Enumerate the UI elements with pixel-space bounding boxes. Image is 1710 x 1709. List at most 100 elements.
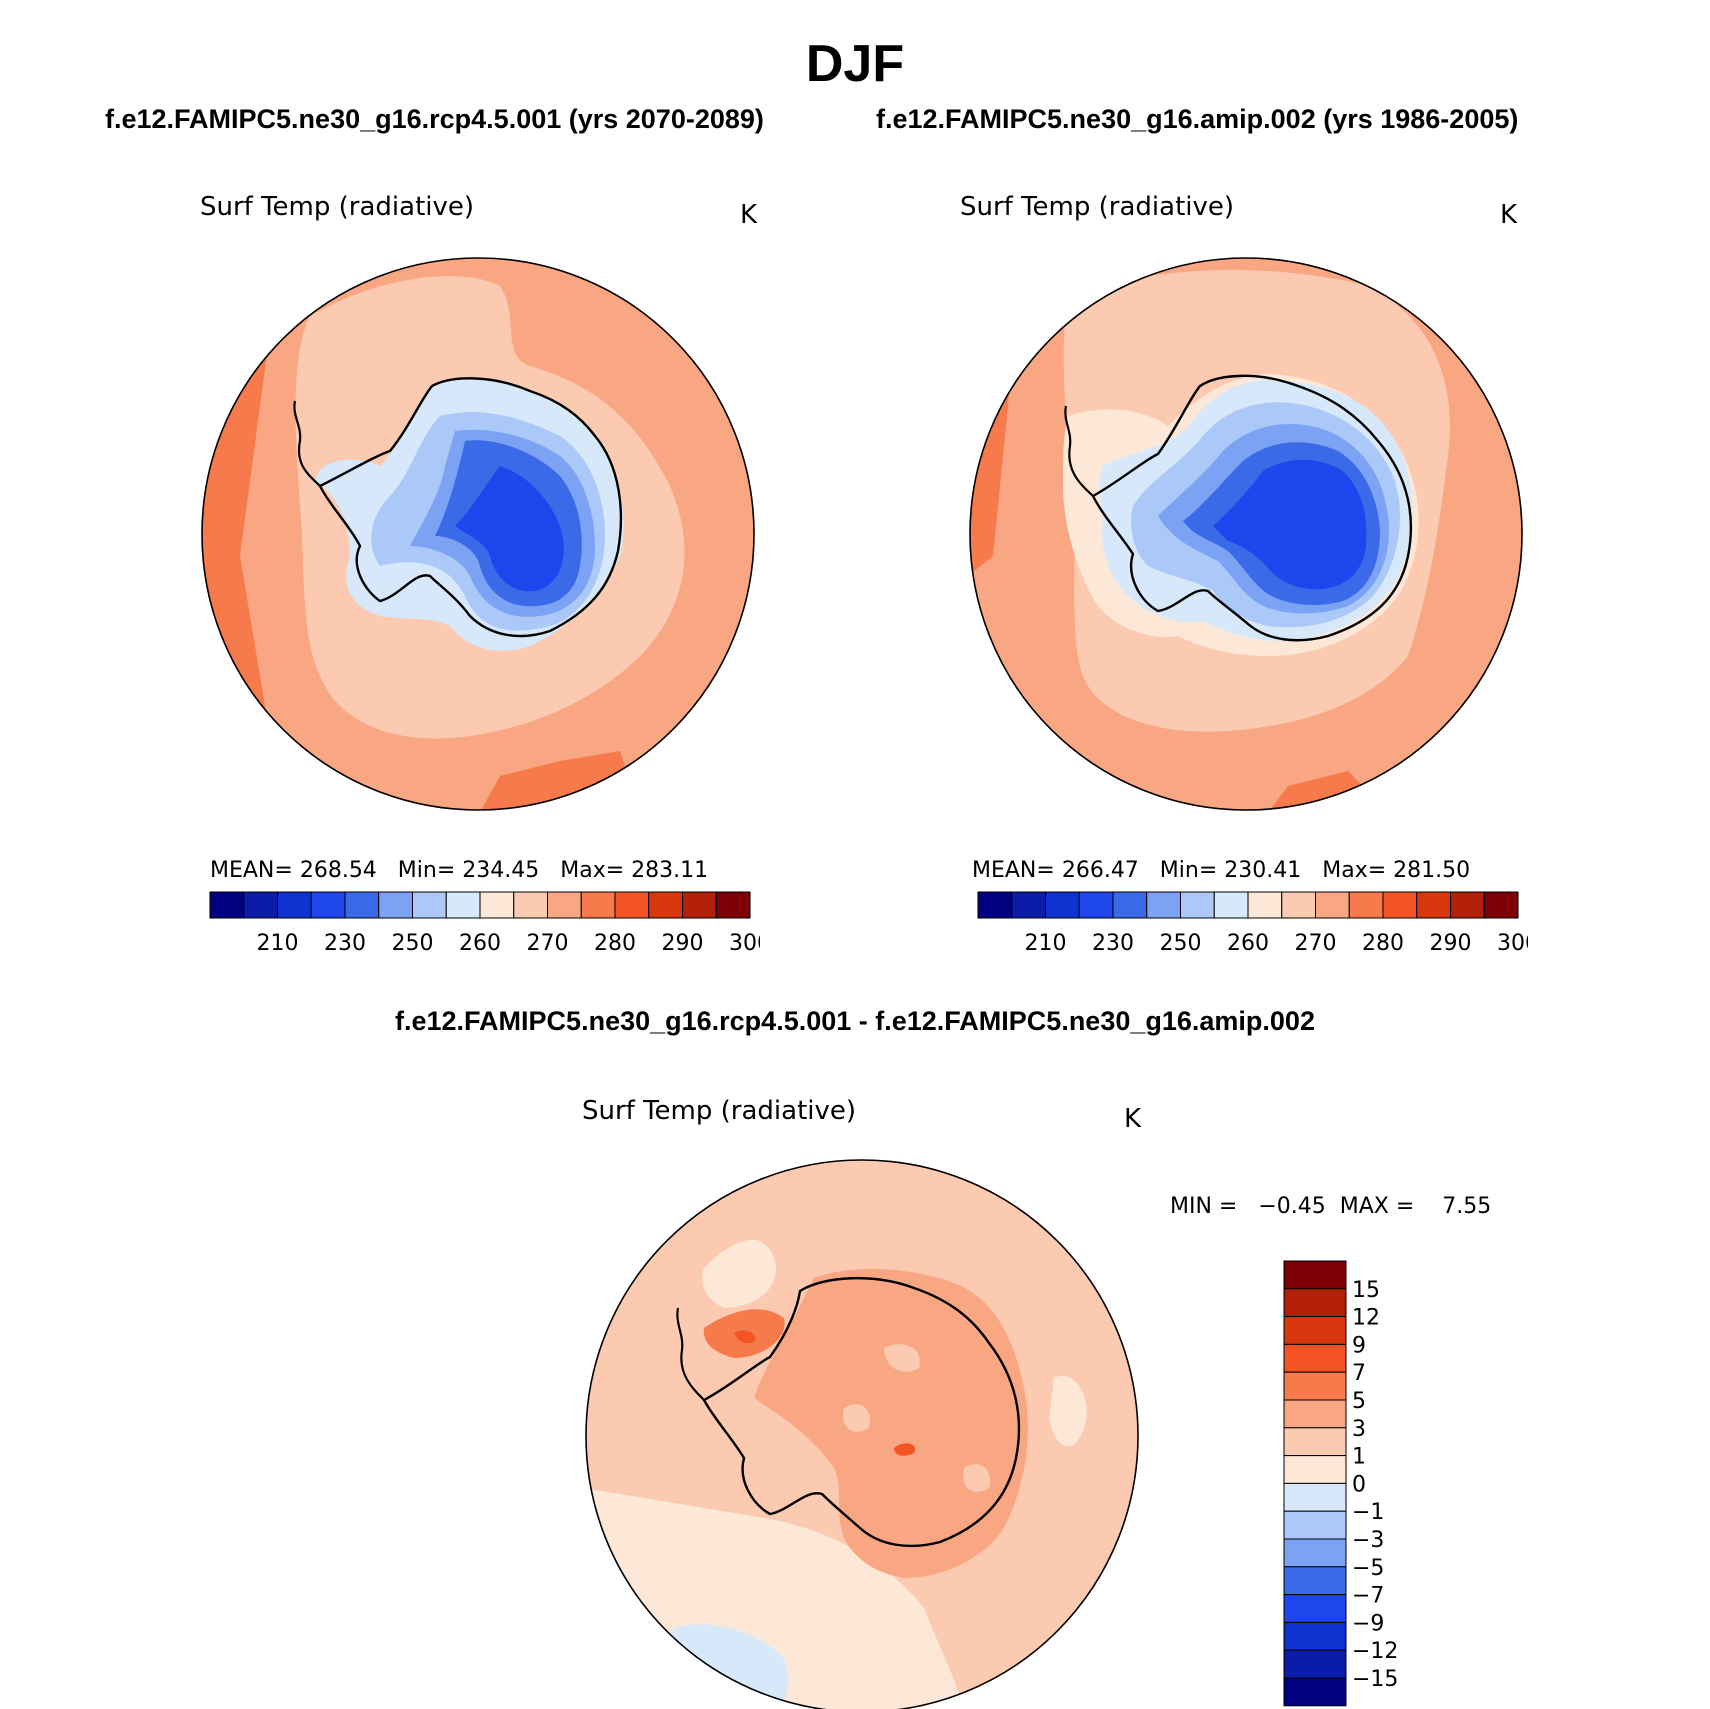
diff-colorbar-tick-label: 3 (1352, 1417, 1366, 1442)
right-colorbar-box (977, 891, 1013, 919)
left-colorbar-tick-label: 230 (324, 931, 366, 956)
right-colorbar-box (1483, 891, 1519, 919)
diff-colorbar-box (1283, 1288, 1347, 1318)
figure-title: DJF (805, 35, 905, 93)
right-colorbar-box (1281, 891, 1316, 919)
right-max-label: Max= (1322, 858, 1387, 883)
right-min-value: 230.41 (1224, 858, 1302, 883)
left-case-title: f.e12.FAMIPC5.ne30_g16.rcp4.5.001 (yrs 2… (105, 104, 764, 134)
left-max-label: Max= (560, 858, 625, 883)
left-colorbar-box (513, 891, 548, 919)
left-colorbar-box (715, 891, 751, 919)
left-colorbar-box (412, 891, 447, 919)
right-stats: MEAN= 266.47 Min= 230.41 Max= 281.50 (972, 858, 1470, 883)
diff-variable-label: Surf Temp (radiative) (582, 1096, 857, 1126)
left-colorbar-box (243, 891, 278, 919)
right-max-value: 281.50 (1393, 858, 1471, 883)
right-colorbar-tick-label: 280 (1362, 931, 1404, 956)
diff-colorbar-tick-label: −12 (1352, 1639, 1398, 1664)
diff-colorbar-tick-label: 9 (1352, 1333, 1366, 1358)
right-variable-label: Surf Temp (radiative) (960, 192, 1235, 222)
right-mean-label: MEAN= (972, 858, 1055, 883)
left-polar-map (201, 257, 755, 811)
left-units-label: K (740, 200, 758, 230)
diff-title: f.e12.FAMIPC5.ne30_g16.rcp4.5.001 - f.e1… (395, 1006, 1315, 1036)
right-min-label: Min= (1159, 858, 1218, 883)
left-colorbar-tick-label: 290 (662, 931, 704, 956)
left-colorbar-tick-label: 250 (392, 931, 434, 956)
diff-colorbar-tick-label: −1 (1352, 1500, 1384, 1525)
left-stats: MEAN= 268.54 Min= 234.45 Max= 283.11 (210, 858, 708, 883)
left-min-label: Min= (397, 858, 456, 883)
left-colorbar-tick-label: 280 (594, 931, 636, 956)
diff-colorbar-tick-label: 0 (1352, 1472, 1366, 1497)
right-colorbar-box (1112, 891, 1148, 919)
left-colorbar-box (310, 891, 346, 919)
diff-colorbar-tick-label: −7 (1352, 1584, 1384, 1609)
right-units-label: K (1500, 200, 1518, 230)
diff-colorbar-tick-label: −3 (1352, 1528, 1384, 1553)
right-colorbar-box (1416, 891, 1451, 919)
right-colorbar-tick-label: 230 (1092, 931, 1134, 956)
right-colorbar-box (1180, 891, 1215, 919)
right-colorbar-box (1011, 891, 1046, 919)
left-max-value: 283.11 (631, 858, 709, 883)
left-colorbar-tick-label: 210 (257, 931, 299, 956)
right-colorbar-box (1247, 891, 1283, 919)
diff-colorbar-tick-label: 12 (1352, 1306, 1380, 1331)
left-colorbar-box (682, 891, 717, 919)
left-colorbar-box (479, 891, 515, 919)
diff-units-label: K (1124, 1104, 1142, 1134)
diff-colorbar-box (1283, 1316, 1347, 1345)
diff-colorbar-box (1283, 1482, 1347, 1512)
diff-colorbar-box (1283, 1649, 1347, 1679)
right-colorbar-box (1450, 891, 1485, 919)
left-colorbar-box (580, 891, 616, 919)
right-colorbar-tick-label: 270 (1295, 931, 1337, 956)
right-colorbar: 210 230 250 260 270 280 290 300 (977, 891, 1528, 956)
right-colorbar-tick-label: 300 (1497, 931, 1528, 956)
left-colorbar: 210 230 250 260 270 280 290 300 (209, 891, 760, 956)
right-case-title: f.e12.FAMIPC5.ne30_g16.amip.002 (yrs 198… (876, 104, 1519, 134)
diff-colorbar-box (1283, 1455, 1347, 1484)
diff-colorbar-box (1283, 1427, 1347, 1457)
diff-colorbar-box (1283, 1399, 1347, 1429)
left-colorbar-box (547, 891, 582, 919)
left-colorbar-box (614, 891, 650, 919)
diff-colorbar-box (1283, 1621, 1347, 1651)
right-colorbar-box (1382, 891, 1418, 919)
right-colorbar-box (1045, 891, 1080, 919)
diff-colorbar-tick-label: 1 (1352, 1445, 1366, 1470)
diff-colorbar-tick-label: −9 (1352, 1611, 1384, 1636)
left-colorbar-tick-label: 270 (527, 931, 569, 956)
right-colorbar-box (1213, 891, 1249, 919)
diff-colorbar-tick-label: 7 (1352, 1361, 1366, 1386)
left-variable-label: Surf Temp (radiative) (200, 192, 475, 222)
diff-colorbar-box (1283, 1510, 1347, 1540)
right-colorbar-tick-label: 290 (1430, 931, 1472, 956)
right-colorbar-box (1315, 891, 1350, 919)
right-colorbar-box (1146, 891, 1181, 919)
left-colorbar-box (445, 891, 481, 919)
right-polar-map (969, 257, 1523, 811)
left-colorbar-box (378, 891, 413, 919)
right-colorbar-box (1078, 891, 1114, 919)
diff-colorbar-box (1283, 1260, 1347, 1290)
diff-minmax: MIN = −0.45 MAX = 7.55 (1170, 1194, 1492, 1219)
right-colorbar-tick-label: 210 (1025, 931, 1067, 956)
left-colorbar-box (209, 891, 245, 919)
diff-colorbar-box (1283, 1538, 1347, 1568)
diff-colorbar-box (1283, 1594, 1347, 1623)
left-colorbar-box (277, 891, 312, 919)
diff-colorbar-box (1283, 1677, 1347, 1707)
right-colorbar-tick-label: 250 (1160, 931, 1202, 956)
left-colorbar-box (344, 891, 380, 919)
diff-colorbar-tick-label: −5 (1352, 1556, 1384, 1581)
left-colorbar-tick-label: 300 (729, 931, 760, 956)
diff-colorbar: 15 129 7 5 3 10 −1 −3 −5 −7−9 −12 −15 (1283, 1260, 1398, 1707)
right-colorbar-tick-label: 260 (1227, 931, 1269, 956)
left-mean-value: 268.54 (299, 858, 377, 883)
diff-colorbar-box (1283, 1343, 1347, 1373)
right-mean-value: 266.47 (1061, 858, 1139, 883)
left-min-value: 234.45 (462, 858, 540, 883)
